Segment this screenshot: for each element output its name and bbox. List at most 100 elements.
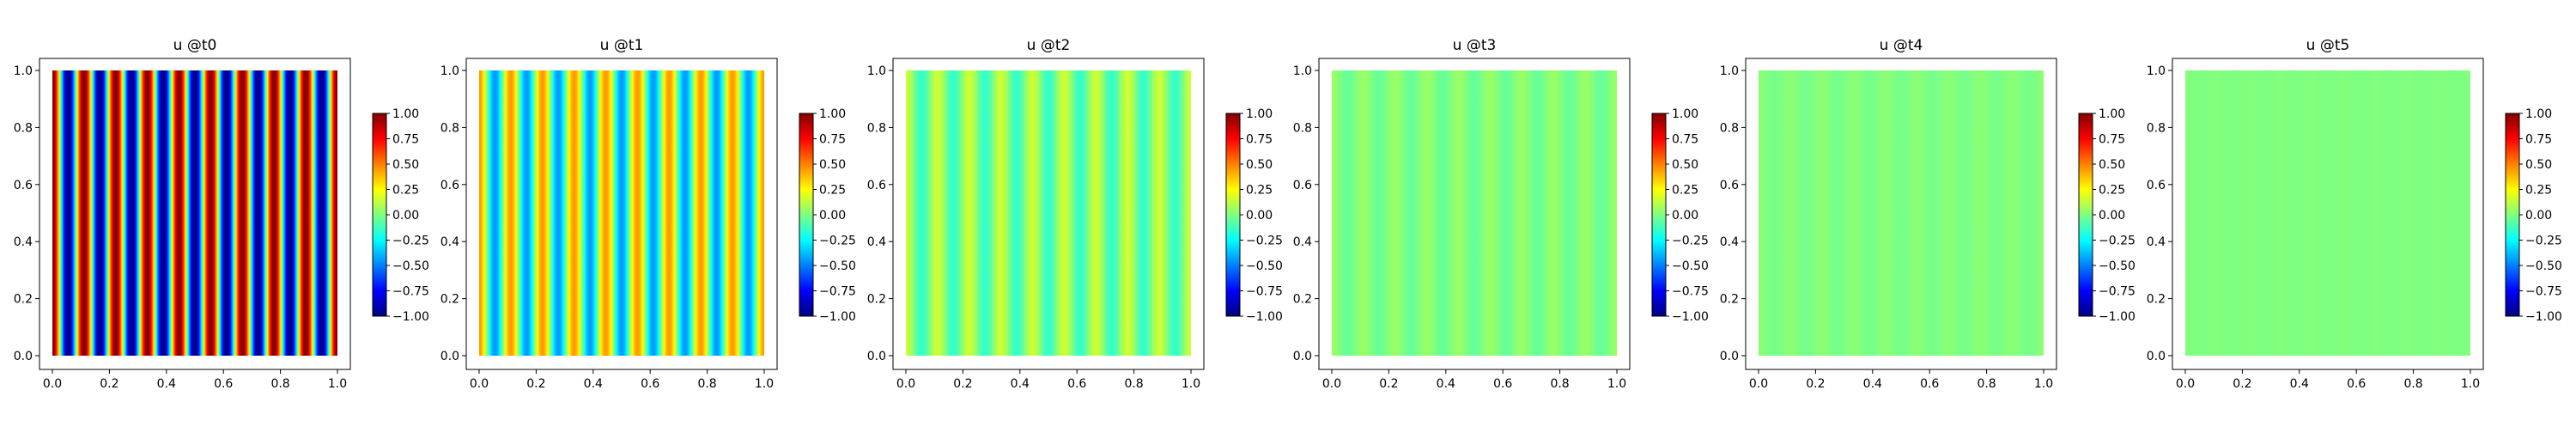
x-tick-label: 0.0 (2176, 377, 2195, 391)
colorbar (372, 113, 387, 317)
y-tick-label: 0.4 (14, 235, 33, 249)
subplot-1: u @t1 0.0 0.2 0.4 0.6 0.8 1.0 0.0 0.2 0.4 0.6 0.8 1.… (440, 37, 856, 391)
colorbar-tick-label: −0.75 (1246, 285, 1283, 299)
colorbar-tick-label: 0.25 (2099, 184, 2125, 198)
heatmap-field (1332, 70, 1617, 356)
colorbar-tick-label: −0.75 (2525, 285, 2562, 299)
y-tick-label: 0.8 (1720, 121, 1739, 135)
x-tick-label: 0.0 (43, 377, 62, 391)
subplot-title: u @t0 (173, 37, 217, 54)
colorbar-tick-label: 0.25 (1246, 184, 1273, 198)
colorbar (1651, 113, 1667, 317)
heatmap-field (1759, 70, 2044, 356)
y-tick-label: 0.6 (1293, 179, 1312, 192)
colorbar-tick-label: −1.00 (1246, 310, 1283, 324)
colorbar-tick-label: 0.50 (392, 158, 419, 172)
x-tick-label: 0.4 (584, 377, 603, 391)
x-tick-label: 0.6 (1920, 377, 1939, 391)
colorbar-tick-label: 0.50 (1672, 158, 1698, 172)
colorbar-tick-label: 0.50 (2099, 158, 2125, 172)
colorbar (799, 113, 814, 317)
x-tick-label: 0.0 (470, 377, 489, 391)
x-tick-label: 0.6 (214, 377, 233, 391)
colorbar-tick-label: 0.00 (392, 209, 419, 223)
axes-frame (2172, 58, 2484, 370)
subplot-title: u @t3 (1453, 37, 1497, 54)
subplot-2: u @t2 0.0 0.2 0.4 0.6 0.8 1.0 0.0 0.2 0.4 0.6 0.8 1.… (867, 37, 1283, 391)
y-tick-label: 0.2 (867, 293, 886, 307)
y-tick-label: 1.0 (14, 64, 33, 78)
subplot-5: u @t5 0.0 0.2 0.4 0.6 0.8 1.0 0.0 0.2 0.4 0.6 0.8 1.… (2147, 37, 2562, 391)
y-tick-label: 0.6 (14, 179, 33, 192)
x-tick-label: 0.2 (953, 377, 972, 391)
axes-frame (892, 58, 1205, 370)
x-tick-label: 1.0 (328, 377, 347, 391)
x-tick-label: 0.4 (1437, 377, 1455, 391)
x-tick-label: 1.0 (2034, 377, 2053, 391)
y-tick-label: 0.6 (440, 179, 459, 192)
colorbar-tick-label: 0.00 (2525, 209, 2552, 223)
x-tick-label: 0.8 (1550, 377, 1569, 391)
y-tick-label: 0.6 (867, 179, 886, 192)
x-tick-label: 0.2 (1806, 377, 1825, 391)
y-tick-label: 0.0 (14, 350, 33, 363)
subplot-3: u @t3 0.0 0.2 0.4 0.6 0.8 1.0 0.0 0.2 0.4 0.6 0.8 1.… (1293, 37, 1709, 391)
y-tick-label: 0.0 (440, 350, 459, 363)
colorbar-tick-label: 1.00 (392, 107, 419, 121)
colorbar-tick-label: 1.00 (1246, 107, 1273, 121)
colorbar-tick-label: −1.00 (2099, 310, 2136, 324)
colorbar-tick-label: −0.50 (1246, 259, 1283, 273)
colorbar-tick-label: −1.00 (1672, 310, 1709, 324)
colorbar-tick-label: −1.00 (819, 310, 856, 324)
x-tick-label: 0.4 (1011, 377, 1030, 391)
y-tick-label: 0.4 (1293, 235, 1312, 249)
heatmap-field (2185, 70, 2470, 356)
colorbar-tick-label: 0.25 (819, 184, 846, 198)
subplot-title: u @t1 (600, 37, 644, 54)
colorbar-tick-label: −0.50 (392, 259, 429, 273)
y-tick-label: 1.0 (1293, 64, 1312, 78)
axes-frame (39, 58, 351, 370)
colorbar-tick-label: 0.25 (392, 184, 419, 198)
y-tick-label: 0.0 (1720, 350, 1739, 363)
colorbar (1225, 113, 1241, 317)
y-tick-label: 0.8 (867, 121, 886, 135)
colorbar-tick-label: 0.25 (2525, 184, 2552, 198)
colorbar-tick-label: −0.50 (1672, 259, 1709, 273)
colorbar-tick-label: 0.75 (1672, 133, 1698, 147)
colorbar-tick-label: 0.00 (1246, 209, 1273, 223)
axes-frame (465, 58, 778, 370)
colorbar-tick-label: −0.50 (2099, 259, 2136, 273)
y-tick-label: 1.0 (1720, 64, 1739, 78)
x-tick-label: 1.0 (1607, 377, 1626, 391)
colorbar-tick-label: 0.00 (1672, 209, 1698, 223)
y-tick-label: 0.8 (14, 121, 33, 135)
heatmap-field (52, 70, 337, 356)
x-tick-label: 1.0 (2461, 377, 2480, 391)
x-tick-label: 0.8 (1124, 377, 1143, 391)
colorbar-tick-label: −1.00 (2525, 310, 2562, 324)
x-tick-label: 0.6 (1067, 377, 1086, 391)
colorbar-tick-label: −0.50 (819, 259, 856, 273)
y-tick-label: 0.4 (1720, 235, 1739, 249)
colorbar-tick-label: 1.00 (819, 107, 846, 121)
y-tick-label: 0.2 (14, 293, 33, 307)
x-tick-label: 0.6 (1493, 377, 1512, 391)
colorbar-tick-label: 0.75 (819, 133, 846, 147)
y-tick-label: 0.8 (440, 121, 459, 135)
x-tick-label: 0.8 (270, 377, 289, 391)
y-tick-label: 1.0 (867, 64, 886, 78)
subplot-title: u @t4 (1880, 37, 1923, 54)
x-tick-label: 0.2 (100, 377, 118, 391)
y-tick-label: 1.0 (2147, 64, 2166, 78)
colorbar (2505, 113, 2520, 317)
colorbar-tick-label: −0.75 (819, 285, 856, 299)
y-tick-label: 0.4 (2147, 235, 2166, 249)
y-tick-label: 0.2 (440, 293, 459, 307)
heatmap-field (906, 70, 1191, 356)
x-tick-label: 0.4 (2290, 377, 2309, 391)
colorbar-tick-label: 0.75 (392, 133, 419, 147)
y-tick-label: 0.4 (440, 235, 459, 249)
